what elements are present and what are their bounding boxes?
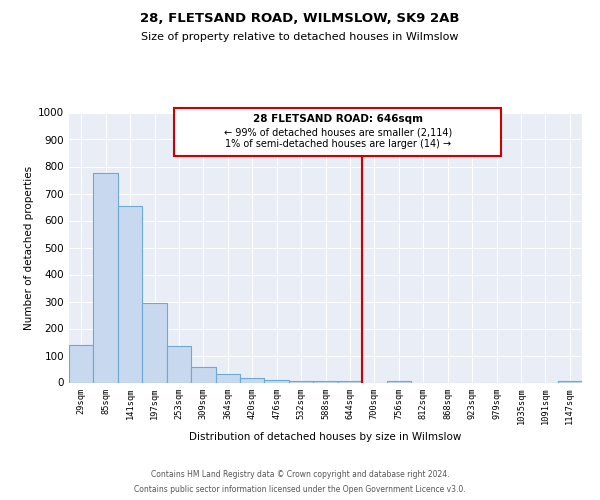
Bar	[69, 344, 94, 383]
Text: 28, FLETSAND ROAD, WILMSLOW, SK9 2AB: 28, FLETSAND ROAD, WILMSLOW, SK9 2AB	[140, 12, 460, 26]
Bar	[191, 367, 215, 382]
Bar	[386, 381, 411, 382]
Bar	[142, 303, 167, 382]
Bar	[240, 378, 265, 382]
FancyBboxPatch shape	[174, 108, 502, 156]
X-axis label: Distribution of detached houses by size in Wilmslow: Distribution of detached houses by size …	[190, 432, 461, 442]
Text: Contains HM Land Registry data © Crown copyright and database right 2024.: Contains HM Land Registry data © Crown c…	[151, 470, 449, 479]
Text: 28 FLETSAND ROAD: 646sqm: 28 FLETSAND ROAD: 646sqm	[253, 114, 423, 124]
Bar	[118, 206, 142, 382]
Text: 1% of semi-detached houses are larger (14) →: 1% of semi-detached houses are larger (1…	[224, 140, 451, 149]
Bar	[557, 381, 582, 382]
Bar	[313, 381, 338, 382]
Bar	[265, 380, 289, 382]
Bar	[338, 381, 362, 382]
Bar	[215, 374, 240, 382]
Text: ← 99% of detached houses are smaller (2,114): ← 99% of detached houses are smaller (2,…	[224, 127, 452, 137]
Bar	[167, 346, 191, 383]
Y-axis label: Number of detached properties: Number of detached properties	[24, 166, 34, 330]
Text: Size of property relative to detached houses in Wilmslow: Size of property relative to detached ho…	[141, 32, 459, 42]
Bar	[289, 381, 313, 382]
Bar	[94, 174, 118, 382]
Text: Contains public sector information licensed under the Open Government Licence v3: Contains public sector information licen…	[134, 485, 466, 494]
